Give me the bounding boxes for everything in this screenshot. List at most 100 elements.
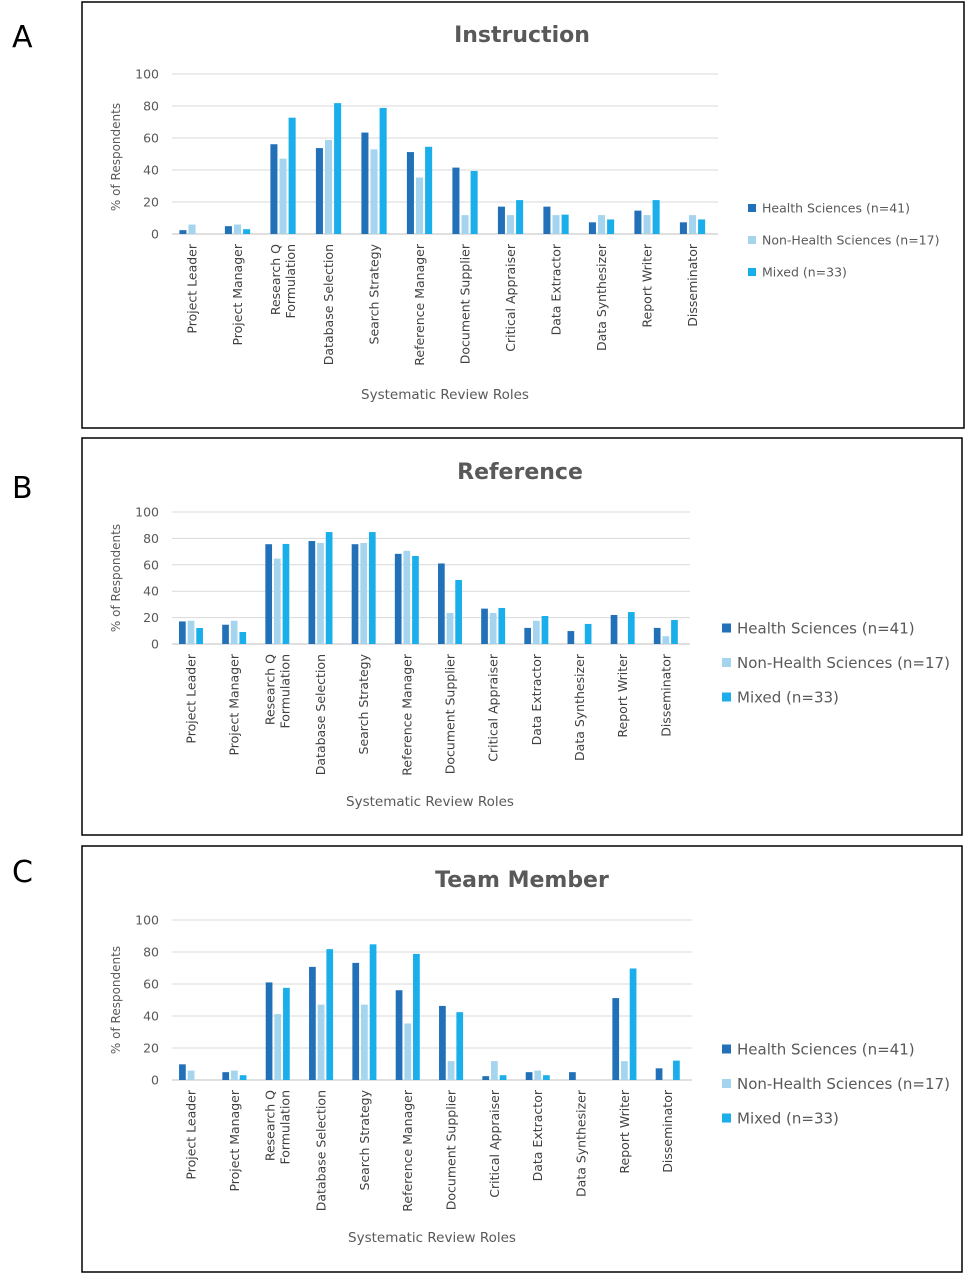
bar-non-health-sciences (643, 215, 651, 234)
bar-health-sciences (224, 226, 232, 234)
x-tick-label-line: Disseminator (658, 653, 673, 737)
x-tick-label-line: Project Manager (230, 243, 245, 345)
x-tick-label-line: Project Leader (185, 243, 200, 333)
x-tick-label: Report Writer (617, 1089, 632, 1173)
bar-health-sciences (179, 621, 186, 644)
x-tick-label-line: Search Strategy (357, 1089, 372, 1190)
y-tick-label: 40 (143, 163, 159, 178)
x-tick-label-line: Project Leader (183, 653, 198, 743)
bar-health-sciences (395, 990, 403, 1080)
x-tick-label: Reference Manager (412, 243, 427, 366)
bar-health-sciences (524, 627, 532, 644)
x-axis-title: Systematic Review Roles (348, 1230, 516, 1246)
bar-health-sciences (438, 563, 445, 644)
legend-swatch (722, 1079, 731, 1088)
x-tick-label-line: Reference Manager (399, 653, 414, 776)
x-tick-label: Report Writer (640, 243, 655, 327)
bar-mixed (325, 532, 333, 644)
bar-non-health-sciences (231, 1070, 238, 1080)
bar-health-sciences (482, 1076, 490, 1080)
bar-mixed (607, 219, 615, 234)
y-tick-label: 40 (143, 584, 159, 599)
bar-mixed (368, 532, 376, 644)
bar-non-health-sciences (361, 1004, 368, 1080)
bar-non-health-sciences (187, 620, 195, 644)
x-tick-label-line: Data Extractor (530, 1089, 545, 1181)
bar-mixed (627, 612, 635, 644)
legend-swatch (748, 204, 756, 212)
bar-non-health-sciences (491, 1061, 498, 1080)
x-tick-label: Database Selection (313, 654, 328, 775)
bar-health-sciences (315, 148, 323, 234)
chart-title: Instruction (454, 23, 590, 48)
y-tick-label: 100 (135, 913, 159, 928)
x-tick-label-line: Report Writer (640, 243, 655, 327)
bar-mixed (425, 146, 433, 234)
bar-health-sciences (179, 1064, 186, 1080)
x-tick-label-line: Report Writer (615, 653, 630, 737)
x-tick-label: Reference Manager (400, 1089, 415, 1212)
x-tick-label-line: Formulation (283, 244, 298, 319)
bar-non-health-sciences (230, 620, 238, 644)
x-tick-label: Critical Appraiser (486, 653, 501, 762)
x-tick-label-line: Document Supplier (444, 1089, 459, 1210)
legend-swatch (722, 1044, 731, 1054)
bar-non-health-sciences (370, 149, 378, 234)
bar-mixed (584, 623, 592, 644)
x-tick-label-line: Database Selection (321, 244, 336, 365)
bar-health-sciences (610, 614, 618, 644)
bar-health-sciences (497, 206, 505, 234)
x-tick-label: Disseminator (660, 1089, 675, 1173)
bar-non-health-sciences (279, 158, 287, 234)
bar-health-sciences (361, 132, 369, 234)
bar-mixed (456, 1012, 464, 1080)
bar-mixed (629, 968, 637, 1080)
bar-non-health-sciences (233, 224, 242, 234)
x-tick-label-line: Project Manager (227, 1089, 242, 1191)
legend-label: Non-Health Sciences (n=17) (762, 232, 939, 247)
x-tick-label-line: Reference Manager (400, 1089, 415, 1212)
bar-health-sciences (265, 544, 273, 644)
y-axis-title: % of Respondents (109, 524, 123, 632)
bar-non-health-sciences (188, 224, 196, 234)
x-tick-label: Critical Appraiser (487, 1089, 502, 1198)
x-tick-label: Disseminator (685, 243, 700, 327)
x-tick-label-line: Formulation (277, 654, 292, 729)
bar-mixed (516, 200, 524, 234)
y-tick-label: 20 (143, 610, 159, 625)
x-tick-label-line: Data Synthesizer (594, 243, 609, 351)
bar-mixed (543, 1075, 550, 1080)
bar-non-health-sciences (532, 620, 540, 644)
x-tick-label: Data Synthesizer (594, 243, 609, 351)
x-tick-label: Search Strategy (367, 243, 382, 344)
x-axis-title: Systematic Review Roles (346, 794, 514, 810)
bar-health-sciences (452, 167, 460, 234)
legend-label: Mixed (n=33) (762, 264, 847, 279)
x-tick-label: Search Strategy (357, 1089, 372, 1190)
x-tick-label: Disseminator (658, 653, 673, 737)
panel-letter: C (12, 855, 33, 890)
x-tick-label: Project Leader (185, 243, 200, 333)
legend-label: Non-Health Sciences (n=17) (737, 654, 950, 672)
x-tick-label-line: Project Manager (227, 653, 242, 755)
bar-non-health-sciences (415, 177, 424, 234)
x-tick-label-line: Critical Appraiser (486, 653, 501, 762)
y-tick-label: 100 (135, 505, 159, 520)
bar-health-sciences (270, 144, 278, 234)
bar-health-sciences (543, 206, 551, 234)
x-tick-label: Project Manager (227, 653, 242, 755)
bar-non-health-sciences (324, 139, 333, 234)
x-tick-label-line: Data Synthesizer (572, 653, 587, 761)
bar-health-sciences (679, 222, 687, 234)
x-tick-label-line: Search Strategy (367, 243, 382, 344)
bar-mixed (498, 607, 506, 644)
panel-border (81, 845, 963, 1273)
x-tick-label: Research QFormulation (263, 1090, 293, 1165)
bar-health-sciences (351, 544, 359, 644)
bar-health-sciences (222, 624, 229, 644)
chart-panel-c: C Team Member 0 20 40 60 80 100 Project Leader Pr… (12, 845, 963, 1273)
legend-label: Mixed (n=33) (737, 688, 839, 706)
bar-mixed (239, 631, 247, 644)
bar-mixed (652, 200, 660, 234)
legend-swatch (722, 1113, 731, 1123)
